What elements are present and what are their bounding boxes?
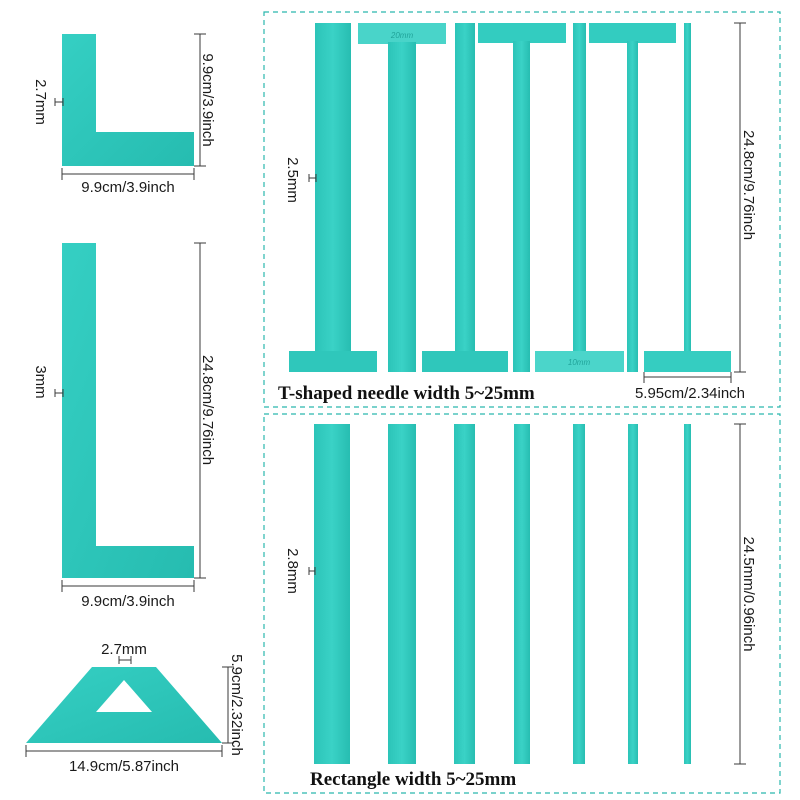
t-shaped-head-width-dimension: 5.95cm/2.34inch <box>635 372 745 402</box>
rectangle-ruler <box>514 424 530 764</box>
triangle-top-label: 2.7mm <box>101 641 147 658</box>
small-l-height-dimension: 9.9cm/3.9inch <box>194 33 216 167</box>
rectangle-ruler <box>454 424 475 764</box>
large-l-thickness-marker: 3mm <box>32 365 64 399</box>
large-l-height-label: 24.8cm/9.76inch <box>199 355 216 465</box>
t-shaped-section: 20mm 10mm <box>263 11 781 408</box>
t-shaped-height-dimension: 24.8cm/9.76inch <box>734 22 757 373</box>
small-l-width-label: 9.9cm/3.9inch <box>81 179 174 196</box>
t-ruler <box>589 23 676 372</box>
rectangle-ruler <box>314 424 350 764</box>
triangle-width-dimension: 14.9cm/5.87inch <box>25 745 223 775</box>
triangle-height-dimension: 5.9cm/2.32inch <box>222 654 245 756</box>
large-l-width-dimension: 9.9cm/3.9inch <box>61 580 195 610</box>
rectangle-thickness-marker: 2.8mm <box>284 548 316 594</box>
rectangle-ruler <box>628 424 638 764</box>
t-ruler: 20mm <box>358 23 446 372</box>
small-l-height-label: 9.9cm/3.9inch <box>199 53 216 146</box>
small-l-ruler-group: 9.9cm/3.9inch 9.9cm/3.9inch 2.7mm <box>32 33 216 196</box>
large-l-thickness-label: 3mm <box>32 365 49 398</box>
t-shaped-box <box>263 11 781 408</box>
t-shaped-head-width-label: 5.95cm/2.34inch <box>635 385 745 402</box>
large-l-height-dimension: 24.8cm/9.76inch <box>194 242 216 579</box>
t-ruler: 10mm <box>535 23 624 372</box>
small-l-thickness-label: 2.7mm <box>32 79 49 125</box>
small-l-thickness-marker: 2.7mm <box>32 79 64 125</box>
rectangle-thickness-label: 2.8mm <box>284 548 301 594</box>
small-l-ruler <box>62 34 194 166</box>
triangle-top-dimension: 2.7mm <box>101 641 147 664</box>
rectangle-section: 2.8mm 24.5mm/0.96inch Rectangle width 5~… <box>263 413 781 794</box>
triangle-ruler <box>26 667 222 743</box>
rectangle-height-dimension: 24.5mm/0.96inch <box>734 423 757 765</box>
t-ruler-engraving: 20mm <box>390 31 414 40</box>
triangle-ruler-group: 2.7mm 5.9cm/2.32inch 14.9cm/5.87inch <box>25 641 245 775</box>
t-ruler <box>478 23 566 372</box>
t-shaped-caption: T-shaped needle width 5~25mm <box>278 383 535 404</box>
triangle-height-label: 5.9cm/2.32inch <box>228 654 245 756</box>
t-ruler <box>289 23 377 372</box>
rectangle-ruler <box>388 424 416 764</box>
large-l-width-label: 9.9cm/3.9inch <box>81 593 174 610</box>
t-ruler-engraving: 10mm <box>568 358 591 367</box>
t-shaped-height-label: 24.8cm/9.76inch <box>740 130 757 240</box>
t-shaped-thickness-marker: 2.5mm <box>284 157 317 203</box>
t-ruler <box>644 23 731 372</box>
rectangle-height-label: 24.5mm/0.96inch <box>740 536 757 651</box>
t-ruler <box>422 23 508 372</box>
large-l-ruler <box>62 243 194 578</box>
rectangle-ruler <box>684 424 691 764</box>
triangle-width-label: 14.9cm/5.87inch <box>69 758 179 775</box>
rectangle-caption: Rectangle width 5~25mm <box>310 769 516 790</box>
rectangle-ruler <box>573 424 585 764</box>
large-l-ruler-group: 24.8cm/9.76inch 9.9cm/3.9inch 3mm <box>32 242 216 610</box>
t-shaped-thickness-label: 2.5mm <box>284 157 301 203</box>
small-l-width-dimension: 9.9cm/3.9inch <box>61 168 195 196</box>
rectangle-box <box>263 413 781 794</box>
